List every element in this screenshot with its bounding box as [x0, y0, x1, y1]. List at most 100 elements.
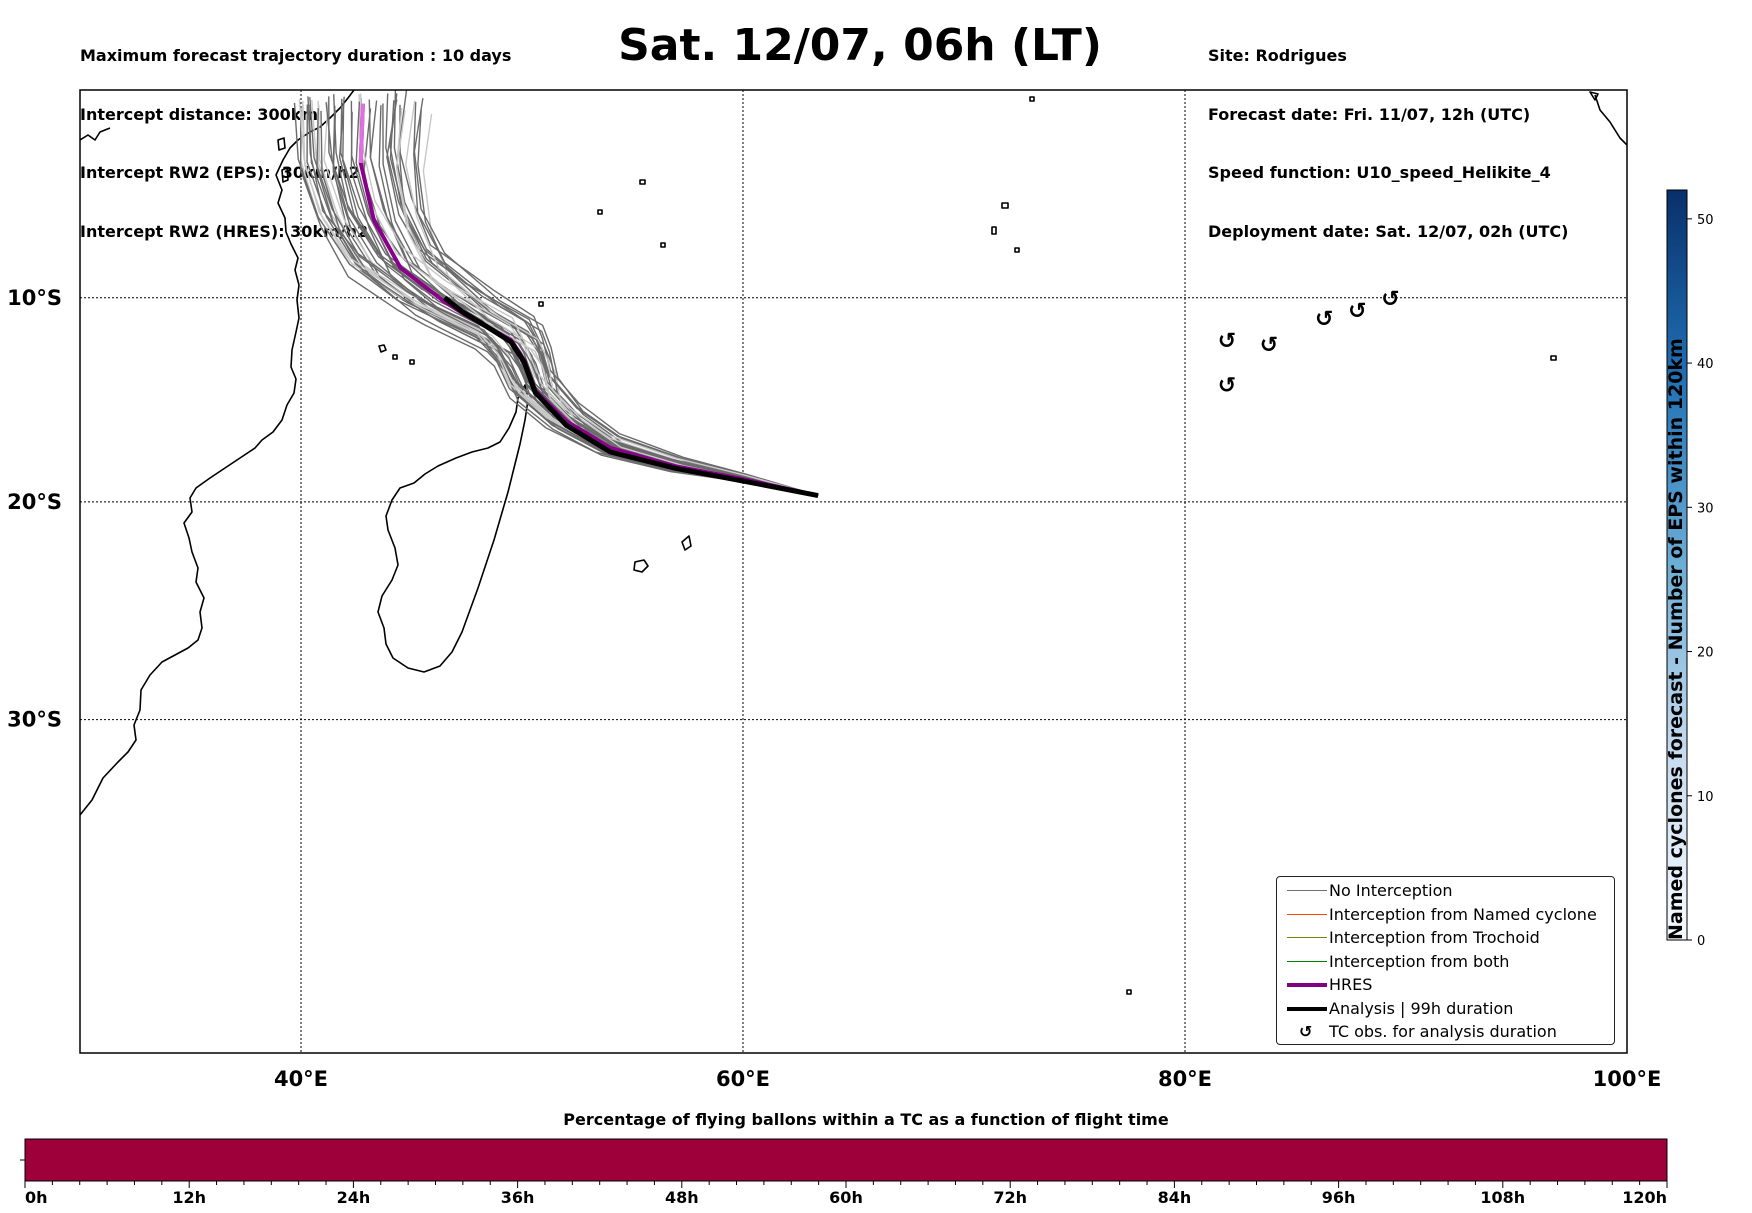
flight-time-tick-label: 120h: [1622, 1188, 1667, 1207]
eps-trajectories: [293, 90, 819, 497]
legend-label: No Interception: [1329, 881, 1453, 900]
legend-swatch: [1287, 960, 1327, 962]
maldives-island: [1001, 202, 1009, 209]
legend-label: Interception from Trochoid: [1329, 928, 1540, 947]
tc-observations: ↺ ↺ ↺ ↺ ↺ ↺: [1218, 287, 1400, 399]
far-east-island: [1029, 96, 1035, 102]
legend-item: Interception from both: [1277, 951, 1614, 973]
coastlines: [80, 90, 1627, 995]
longitude-label: 80°E: [1158, 1067, 1212, 1091]
cyclone-observation-icon: ↺: [1260, 333, 1278, 358]
info-line: Speed function: U10_speed_Helikite_4: [1208, 163, 1551, 182]
named-cyclones-colorbar: 0 10 20 30 40 50: [1666, 189, 1714, 949]
reunion-island: [633, 559, 649, 573]
far-east-island: [1589, 91, 1599, 101]
info-line: Forecast date: Fri. 11/07, 12h (UTC): [1208, 104, 1531, 124]
cyclone-symbol-icon: ↺: [1299, 1022, 1313, 1041]
eps-trajectory: [359, 93, 819, 497]
cyclone-observation-icon: ↺: [1381, 287, 1399, 312]
flight-time-tick-label: 72h: [993, 1188, 1027, 1207]
latitude-label: 20°S: [7, 490, 62, 514]
flight-time-tick-label: 108h: [1480, 1188, 1525, 1207]
far-east-coast: [1594, 94, 1627, 146]
forecast-parameters-left: Maximum forecast trajectory duration : 1…: [80, 7, 511, 261]
arabia-coast-fragment: [80, 127, 111, 141]
legend-swatch: [1287, 937, 1327, 939]
cocos-island: [1550, 355, 1557, 361]
map-legend: No Interception Interception from Named …: [1276, 876, 1615, 1045]
info-line: Intercept RW2 (EPS): 30km/h2: [80, 163, 360, 182]
legend-item: No Interception: [1277, 880, 1614, 902]
info-line: Maximum forecast trajectory duration : 1…: [80, 46, 512, 65]
info-line: Site: Rodrigues: [1208, 46, 1347, 65]
africa-coastline: [80, 90, 355, 816]
legend-swatch: [1287, 983, 1327, 987]
chagos-island: [1014, 247, 1020, 253]
colorbar-tick-label: 20: [1697, 646, 1714, 661]
flight-time-tick-label: 96h: [1322, 1188, 1356, 1207]
legend-swatch: [1287, 913, 1327, 915]
legend-item: ↺ TC obs. for analysis duration: [1277, 1021, 1614, 1043]
eps-trajectory: [300, 101, 819, 497]
map-frame: [79, 89, 1628, 1054]
flight-time-tick-label: 36h: [501, 1188, 535, 1207]
latitude-labels: 10°S 20°S 30°S: [7, 286, 62, 732]
flight-time-colorbar: 0h 12h 24h 36h 48h 60h 72h 84h 96h 108h 120h: [20, 1138, 1668, 1207]
comoros-island: [378, 344, 387, 353]
legend-swatch: [1287, 1006, 1327, 1011]
longitude-label: 100°E: [1593, 1067, 1662, 1091]
cyclone-observation-icon: ↺: [1348, 299, 1366, 324]
madagascar-coastline: [377, 384, 529, 673]
seychelles-island: [660, 242, 666, 248]
legend-item: Analysis | 99h duration: [1277, 998, 1614, 1020]
longitude-label: 40°E: [274, 1067, 328, 1091]
map-title: Sat. 12/07, 06h (LT): [618, 20, 1102, 71]
legend-item: Interception from Trochoid: [1277, 927, 1614, 949]
cyclone-observation-icon: ↺: [1218, 373, 1236, 398]
comoros-island: [409, 359, 415, 365]
legend-swatch: [1287, 890, 1327, 892]
flight-time-bar-title: Percentage of flying ballons within a TC…: [563, 1110, 1169, 1129]
latitude-label: 30°S: [7, 708, 62, 732]
zanzibar-island: [281, 167, 289, 183]
eps-trajectory: [385, 93, 819, 497]
flight-time-tick-label: 0h: [25, 1188, 48, 1207]
colorbar-tick-label: 50: [1697, 213, 1714, 228]
colorbar-title: Named cyclones forecast - Number of EPS …: [1665, 338, 1687, 940]
seychelles-island: [597, 209, 603, 215]
colorbar-tick-label: 10: [1697, 790, 1714, 805]
colorbar-tick-label: 40: [1697, 357, 1714, 372]
info-line: Intercept distance: 300km: [80, 104, 319, 124]
legend-label: Analysis | 99h duration: [1329, 998, 1514, 1018]
legend-label: HRES: [1329, 975, 1373, 994]
analysis-trajectory: [443, 295, 819, 499]
forecast-parameters-right: Site: Rodrigues Forecast date: Fri. 11/0…: [1208, 7, 1568, 261]
flight-time-tick-label: 48h: [665, 1188, 699, 1207]
cyclone-observation-icon: ↺: [1218, 329, 1236, 354]
legend-item: Interception from Named cyclone: [1277, 904, 1614, 926]
eps-trajectory: [300, 107, 819, 497]
longitude-label: 60°E: [716, 1067, 770, 1091]
seychelles-island: [538, 301, 544, 307]
amsterdam-island: [1126, 989, 1132, 995]
colorbar-tick-label: 30: [1697, 501, 1714, 516]
eps-trajectory: [302, 104, 819, 497]
flight-time-tick-label: 12h: [172, 1188, 206, 1207]
flight-time-tick-label: 24h: [337, 1188, 371, 1207]
flight-time-tick-label: 60h: [829, 1188, 863, 1207]
eps-trajectory: [309, 97, 819, 497]
info-line: Deployment date: Sat. 12/07, 02h (UTC): [1208, 221, 1569, 241]
legend-item: HRES: [1277, 974, 1614, 996]
pemba-island: [277, 137, 286, 151]
legend-label: Interception from Named cyclone: [1329, 904, 1597, 924]
eps-trajectory: [293, 102, 819, 497]
longitude-labels: 40°E 60°E 80°E 100°E: [274, 1067, 1661, 1091]
eps-trajectory: [405, 100, 819, 497]
cyclone-observation-icon: ↺: [1315, 307, 1333, 332]
hres-trajectory-late-segment: [358, 103, 365, 163]
eps-trajectory: [320, 110, 819, 497]
latitude-label: 10°S: [7, 286, 62, 310]
seychelles-island: [639, 179, 646, 185]
comoros-island: [392, 354, 398, 360]
